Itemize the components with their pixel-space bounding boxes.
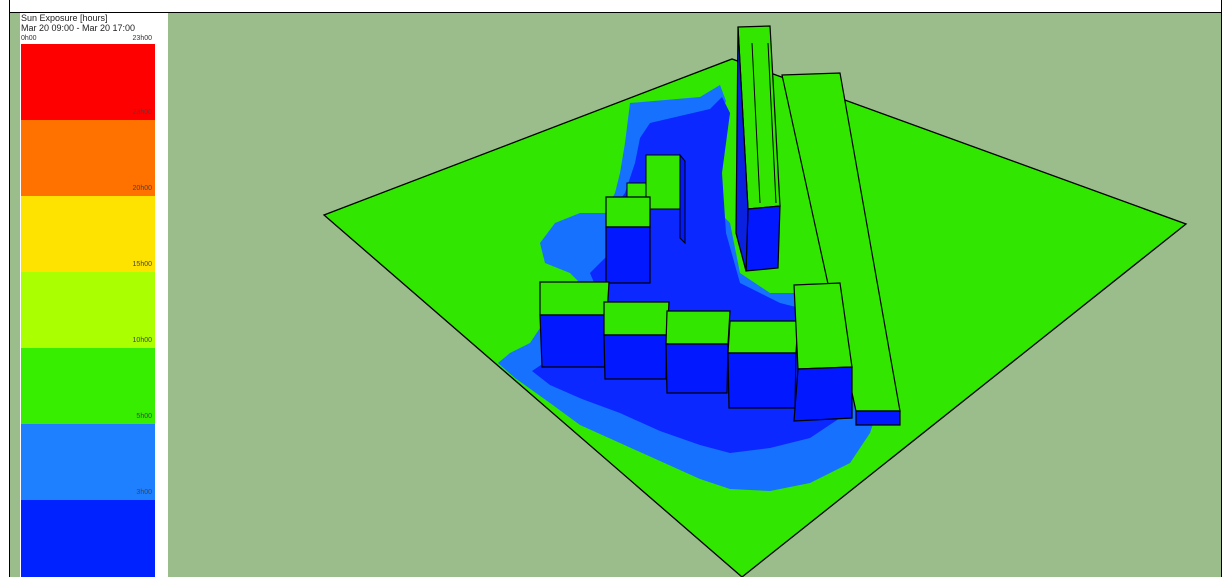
legend-band	[21, 272, 155, 348]
legend-band	[21, 424, 155, 500]
legend-band	[21, 120, 155, 196]
top-border	[10, 12, 1221, 13]
legend-band-label: 10h00	[132, 337, 152, 344]
legend-band-label: 3h00	[136, 489, 152, 496]
legend-band	[21, 500, 155, 577]
legend-band	[21, 196, 155, 272]
legend-date-range: Mar 20 09:00 - Mar 20 17:00	[21, 23, 136, 33]
legend-color-bands: 23h00 20h00 15h00 10h00 5h00 3h00	[21, 44, 155, 577]
color-legend: Sun Exposure [hours] Mar 20 09:00 - Mar …	[20, 13, 168, 577]
building-front-corner[interactable]	[793, 282, 853, 422]
legend-band-label: 15h00	[132, 261, 152, 268]
building-tall-slab[interactable]	[735, 25, 781, 272]
legend-band-label: 23h00	[132, 109, 152, 116]
legend-max-label: 23h00	[132, 35, 152, 42]
legend-min-label: 0h00	[21, 35, 37, 42]
site-model[interactable]	[10, 13, 1221, 577]
building-front-4[interactable]	[727, 320, 799, 409]
legend-band-label: 20h00	[132, 185, 152, 192]
building-front-3[interactable]	[665, 310, 731, 394]
building-stepped-block[interactable]	[605, 153, 686, 284]
3d-viewport[interactable]: Sun Exposure [hours] Mar 20 09:00 - Mar …	[10, 13, 1221, 577]
building-front-1[interactable]	[539, 281, 610, 368]
building-front-2[interactable]	[603, 301, 670, 380]
legend-band	[21, 348, 155, 424]
legend-band-label: 5h00	[136, 413, 152, 420]
legend-title: Sun Exposure [hours]	[21, 13, 108, 23]
legend-band	[21, 44, 155, 120]
app-window: Sun Exposure [hours] Mar 20 09:00 - Mar …	[9, 0, 1222, 577]
